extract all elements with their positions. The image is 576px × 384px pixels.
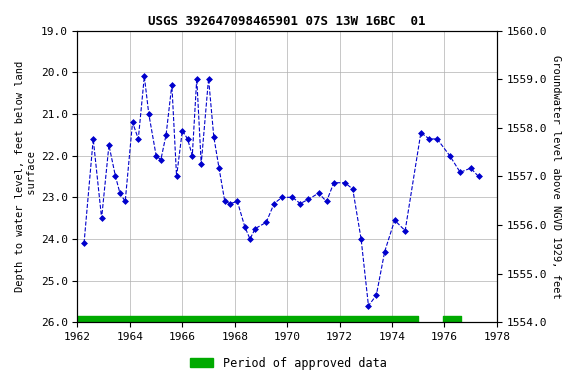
Y-axis label: Groundwater level above NGVD 1929, feet: Groundwater level above NGVD 1929, feet	[551, 55, 561, 298]
Y-axis label: Depth to water level, feet below land
 surface: Depth to water level, feet below land su…	[15, 61, 37, 292]
Title: USGS 392647098465901 07S 13W 16BC  01: USGS 392647098465901 07S 13W 16BC 01	[149, 15, 426, 28]
Legend: Period of approved data: Period of approved data	[185, 352, 391, 374]
